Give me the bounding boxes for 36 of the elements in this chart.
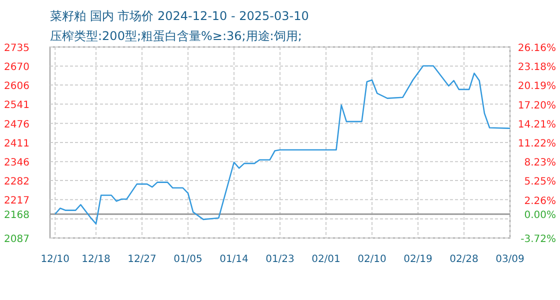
y2-tick-label: 14.21% <box>518 119 556 130</box>
x-tick-label: 12/27 <box>128 254 156 265</box>
x-tick-label: 02/01 <box>312 254 340 265</box>
y2-tick-label: -3.72% <box>520 234 556 245</box>
y-tick-label: 2670 <box>4 62 30 74</box>
x-tick-label: 12/10 <box>40 254 70 265</box>
y-tick-label: 2541 <box>4 100 30 112</box>
y2-tick-label: 5.25% <box>524 176 556 188</box>
line-series <box>54 65 511 224</box>
x-tick-label: 01/05 <box>174 254 202 265</box>
chart-subtitle: 压榨类型:200型;粗蛋白含量%≥:36;用途:饲用; <box>50 29 302 43</box>
y-tick-label: 2476 <box>4 119 30 130</box>
chart-title: 菜籽粕 国内 市场价 2024-12-10 - 2025-03-10 <box>50 9 309 23</box>
y-tick-label: 2606 <box>4 81 30 92</box>
x-tick-label: 01/14 <box>220 254 248 265</box>
x-tick-label: 02/10 <box>358 254 386 265</box>
x-tick-label: 12/18 <box>82 254 110 265</box>
x-tick-label: 02/19 <box>404 254 432 265</box>
y-tick-label: 2168 <box>4 210 30 222</box>
y2-tick-label: 8.23% <box>524 158 556 169</box>
y2-tick-label: 0.00% <box>524 210 556 222</box>
x-tick-label: 01/23 <box>266 254 294 265</box>
y2-tick-label: 23.18% <box>518 62 556 74</box>
y-tick-label: 2411 <box>4 138 30 150</box>
y2-tick-label: 20.19% <box>518 81 556 92</box>
x-tick-label: 02/28 <box>450 254 478 265</box>
y-tick-label: 2346 <box>4 158 30 169</box>
y2-tick-label: 11.22% <box>518 138 556 150</box>
y2-tick-label: 17.20% <box>518 100 556 112</box>
y-tick-label: 2087 <box>4 234 30 245</box>
y-tick-label: 2217 <box>4 196 30 207</box>
y-tick-label: 2282 <box>4 176 30 188</box>
x-tick-label: 03/09 <box>496 254 524 265</box>
y-tick-label: 2735 <box>4 43 30 54</box>
y2-tick-label: 2.26% <box>524 196 556 207</box>
y2-tick-label: 26.16% <box>518 43 556 54</box>
